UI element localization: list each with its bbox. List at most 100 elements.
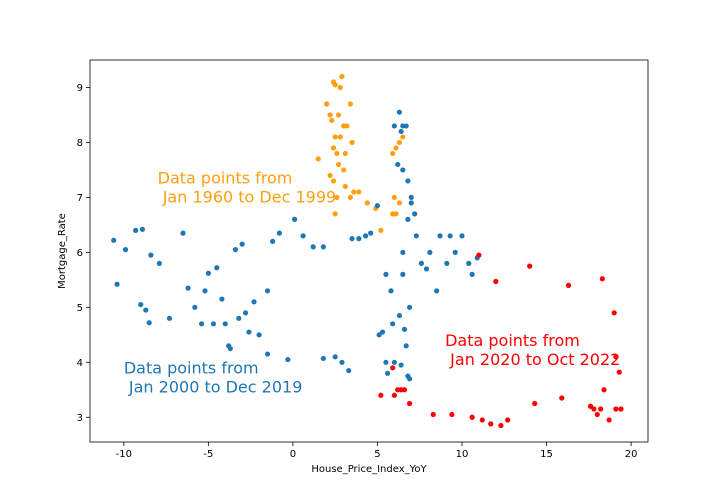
y-tick-label: 3 [77,413,83,424]
data-point [383,359,389,365]
data-point [378,392,384,398]
data-point [239,241,245,247]
data-point [427,249,433,255]
data-point [412,211,418,217]
data-point [466,260,472,266]
data-point [390,321,396,327]
data-point [401,387,408,393]
data-point [403,123,409,129]
data-point [148,252,154,258]
annotation-text: Data points from Jan 2000 to Dec 2019 [124,358,303,396]
data-point [616,369,622,375]
data-point [444,260,450,266]
annotation-line: Data points from [445,331,580,350]
data-point [156,260,162,266]
data-point [452,249,458,255]
data-point [329,117,335,124]
data-point [180,230,186,236]
data-point [408,194,414,201]
data-point [364,200,370,206]
data-point [330,178,337,184]
data-point [606,417,612,423]
plot-frame [89,59,649,443]
data-point [285,356,291,363]
data-point [401,326,408,332]
data-point [423,266,430,272]
data-point [413,233,419,239]
data-point [469,271,475,277]
data-point [264,351,271,357]
data-point [347,194,353,201]
data-point [327,172,333,179]
data-point [264,288,271,294]
data-point [599,276,605,282]
data-point [222,321,228,327]
y-tick-label: 8 [77,138,83,149]
data-point [214,265,220,271]
data-point [346,367,352,374]
data-point [385,370,391,376]
data-point [337,134,343,140]
data-point [236,315,242,321]
data-point [598,406,604,412]
data-point [122,247,129,253]
data-point [388,288,394,294]
x-tick-label: 15 [540,449,553,460]
data-point [493,278,499,285]
data-point [341,167,347,173]
data-point [613,406,619,412]
data-point [400,167,406,173]
data-point [310,244,316,250]
x-tick-label: 10 [456,449,469,460]
data-point [356,189,362,195]
data-point [527,263,533,269]
data-point [166,315,173,321]
y-tick-label: 5 [77,303,83,314]
x-tick-label: 5 [374,449,380,460]
data-point [378,227,384,233]
data-point [363,233,369,239]
data-point [613,354,619,360]
data-point [396,200,403,206]
data-point [398,128,404,135]
data-point [408,200,414,206]
data-point [138,301,144,308]
data-point [469,414,475,420]
x-axis-ticks: -10 -5 0 5 10 15 20 [116,442,637,460]
data-point [532,400,538,407]
data-point [300,233,306,239]
data-point [219,296,225,302]
data-point [391,123,397,129]
data-point [292,216,298,222]
data-point [391,359,397,365]
data-point [276,230,282,236]
data-point [479,417,485,423]
data-point [320,355,326,362]
data-point [339,359,345,365]
annotation-line: Jan 1960 to Dec 1999 [158,188,337,207]
data-point [146,320,152,326]
data-point [111,237,117,243]
annotation-line: Jan 2020 to Oct 2022 [445,350,620,369]
data-point [185,285,191,291]
y-tick-label: 4 [77,358,83,369]
data-point [400,134,406,140]
data-point [227,345,233,352]
data-point [349,139,355,146]
data-point [349,236,355,242]
data-point [332,82,338,88]
data-point [332,211,338,217]
data-point [270,238,276,244]
annotation-text: Data points from Jan 1960 to Dec 1999 [158,169,337,207]
y-tick-label: 7 [77,193,83,204]
data-point [205,270,211,276]
data-point [400,271,406,277]
data-point [403,343,409,349]
data-point [192,304,198,310]
data-point [330,145,337,151]
data-point [406,400,413,407]
data-point [143,307,149,313]
data-point [383,271,389,277]
y-tick-label: 6 [77,248,83,259]
